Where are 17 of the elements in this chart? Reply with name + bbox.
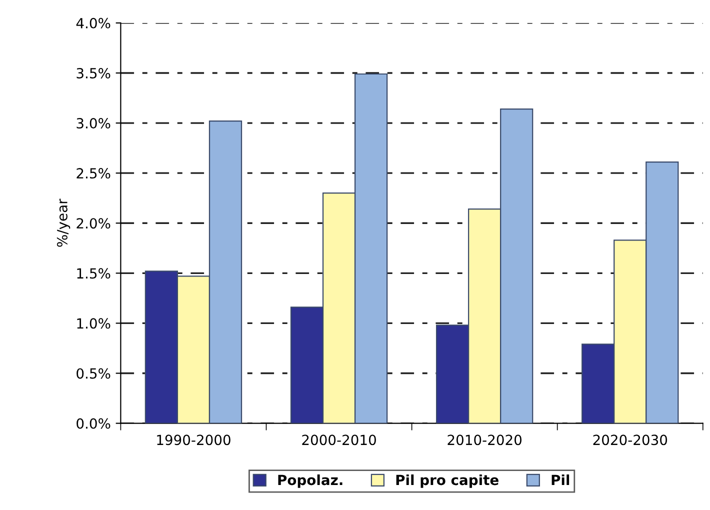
x-tick-label: 2020-2030 <box>593 434 668 446</box>
legend-label: Pil <box>552 474 570 485</box>
x-tick-label: 1990-2000 <box>157 434 230 446</box>
y-tick-label: 3.0% <box>76 118 110 129</box>
y-tick-label: 0.5% <box>76 368 110 379</box>
legend-label: Pil pro capite <box>396 474 498 488</box>
x-tick-label: 2000-2010 <box>302 434 376 446</box>
y-tick-label: 1.5% <box>77 268 110 279</box>
y-tick-label: 2.5% <box>76 168 110 179</box>
y-tick-label: 2.0% <box>76 218 110 229</box>
y-tick-label: 4.0% <box>76 18 110 28</box>
x-tick-label: 2010-2020 <box>448 434 522 446</box>
y-tick-label: 0.0% <box>76 418 110 429</box>
y-axis-title: %/year <box>56 198 70 247</box>
y-tick-label: 1.0% <box>77 318 110 329</box>
legend-label: Popolaz. <box>278 474 342 488</box>
y-tick-label: 3.5% <box>76 68 110 78</box>
